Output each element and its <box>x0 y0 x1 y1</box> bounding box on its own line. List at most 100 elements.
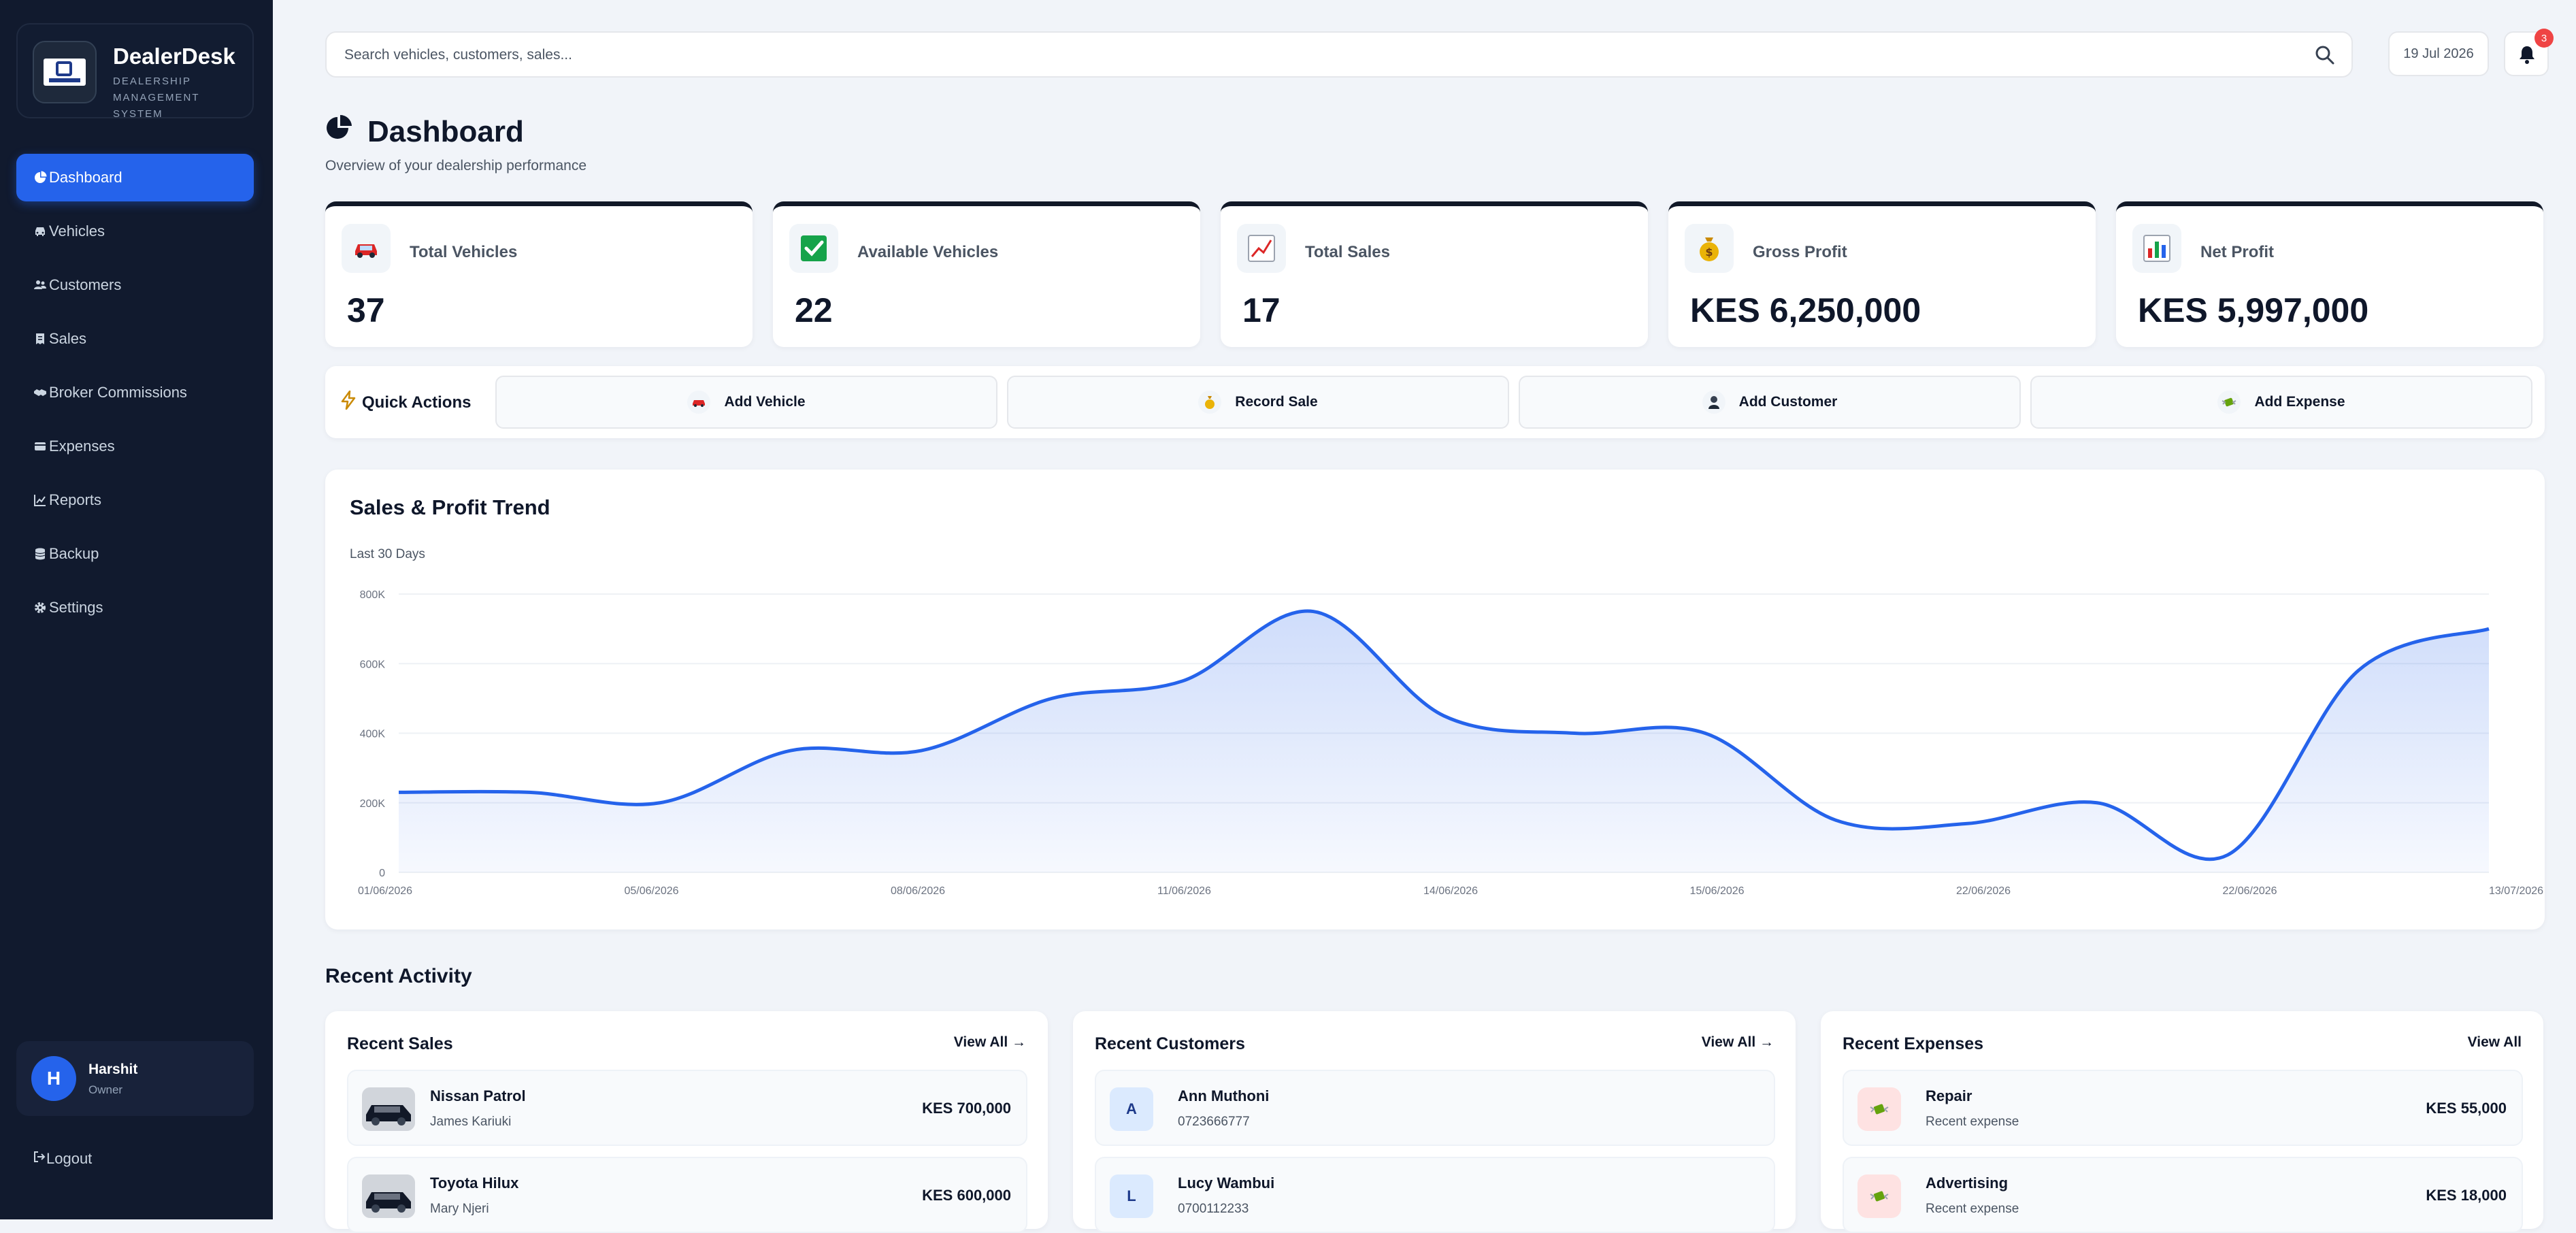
y-tick-label: 600K <box>360 659 386 670</box>
notification-badge: 3 <box>2534 29 2554 48</box>
notifications-button[interactable]: 3 <box>2504 29 2554 76</box>
sales-profit-chart: 0 200K 400K 600K 800K 01/06/2026 05/06/2026 08… <box>358 589 2543 897</box>
x-tick-label: 01/06/2026 <box>358 885 412 897</box>
stat-label: Net Profit <box>2200 243 2274 261</box>
sidebar-item-expenses[interactable]: Expenses <box>16 423 254 470</box>
x-tick-label: 11/06/2026 <box>1157 885 1211 897</box>
logout-icon <box>33 1150 46 1168</box>
money-bag-icon: $ <box>1685 224 1734 273</box>
recent-expenses-panel: Recent Expenses View All Repair Recent e… <box>1821 1011 2543 1233</box>
search-input[interactable] <box>343 42 2289 68</box>
panel-title: Recent Sales <box>347 1034 453 1053</box>
stat-card-total-sales: Total Sales 17 <box>1221 201 1648 347</box>
list-item[interactable]: Nissan Patrol James Kariuki KES 700,000 <box>347 1070 1027 1146</box>
quick-actions-label: Quick Actions <box>362 393 472 412</box>
money-wings-icon <box>1857 1087 1901 1131</box>
expense-name: Repair <box>1926 1087 1972 1104</box>
customer-phone: 0723666777 <box>1178 1115 1250 1129</box>
stat-value: 22 <box>795 291 833 329</box>
add-expense-button[interactable]: Add Expense <box>2030 376 2532 429</box>
brand-card: DealerDesk DEALERSHIP MANAGEMENT SYSTEM <box>16 23 254 120</box>
money-wings-icon <box>2217 391 2241 414</box>
sales-profit-chart-card: Sales & Profit Trend Last 30 Days 0 200K 4… <box>325 470 2545 930</box>
x-tick-label: 15/06/2026 <box>1689 885 1744 897</box>
search-icon[interactable] <box>2315 45 2335 65</box>
list-item[interactable]: Advertising Recent expense KES 18,000 <box>1843 1157 2523 1233</box>
sidebar: DealerDesk DEALERSHIP MANAGEMENT SYSTEM … <box>0 0 273 1219</box>
recent-customers-panel: Recent Customers View All → A Ann Muthon… <box>1073 1011 1796 1233</box>
x-tick-label: 13/07/2026 <box>2489 885 2543 897</box>
pie-chart-icon <box>33 170 48 185</box>
user-card[interactable]: H Harshit Owner <box>16 1041 254 1116</box>
view-all-expenses-link[interactable]: View All <box>2467 1034 2522 1050</box>
person-icon <box>1702 391 1725 414</box>
sidebar-item-label: Expenses <box>49 438 115 455</box>
sidebar-item-reports[interactable]: Reports <box>16 476 254 524</box>
stat-card-gross-profit: $ Gross Profit KES 6,250,000 <box>1668 201 2096 347</box>
view-all-sales-link[interactable]: View All → <box>953 1034 1026 1050</box>
stat-card-available-vehicles: Available Vehicles 22 <box>773 201 1200 347</box>
add-customer-button[interactable]: Add Customer <box>1519 376 2021 429</box>
database-icon <box>33 546 48 561</box>
list-item[interactable]: Repair Recent expense KES 55,000 <box>1843 1070 2523 1146</box>
sidebar-item-label: Reports <box>49 491 102 508</box>
expense-name: Advertising <box>1926 1174 2009 1191</box>
customer-initial: L <box>1110 1174 1153 1218</box>
list-item[interactable]: A Ann Muthoni 0723666777 <box>1095 1070 1775 1146</box>
record-sale-button[interactable]: Record Sale <box>1007 376 1509 429</box>
line-chart-icon <box>33 493 48 508</box>
sidebar-item-backup[interactable]: Backup <box>16 530 254 578</box>
sidebar-item-label: Sales <box>49 330 87 347</box>
quick-actions-bar: Quick Actions Add Vehicle Record Sale Ad… <box>325 366 2545 438</box>
car-icon <box>33 224 48 239</box>
sidebar-item-settings[interactable]: Settings <box>16 584 254 631</box>
sidebar-item-customers[interactable]: Customers <box>16 261 254 309</box>
sidebar-item-broker-commissions[interactable]: Broker Commissions <box>16 369 254 416</box>
y-tick-label: 400K <box>360 729 386 740</box>
sale-customer-name: James Kariuki <box>430 1115 512 1129</box>
sale-customer-name: Mary Njeri <box>430 1202 489 1216</box>
add-vehicle-button[interactable]: Add Vehicle <box>495 376 997 429</box>
x-tick-label: 05/06/2026 <box>624 885 678 897</box>
list-item[interactable]: Toyota Hilux Mary Njeri KES 600,000 <box>347 1157 1027 1233</box>
list-item[interactable]: L Lucy Wambui 0700112233 <box>1095 1157 1775 1233</box>
handshake-icon <box>33 385 48 400</box>
receipt-icon <box>33 331 48 346</box>
sidebar-item-label: Vehicles <box>49 223 105 240</box>
page-title: Dashboard <box>325 114 524 149</box>
expense-amount: KES 55,000 <box>2426 1100 2507 1117</box>
stat-label: Gross Profit <box>1753 243 1847 261</box>
sidebar-item-sales[interactable]: Sales <box>16 315 254 363</box>
wallet-icon <box>33 439 48 454</box>
chart-title: Sales & Profit Trend <box>350 495 550 519</box>
stat-card-net-profit: Net Profit KES 5,997,000 <box>2116 201 2543 347</box>
x-tick-label: 22/06/2026 <box>2222 885 2277 897</box>
check-box-icon <box>789 224 838 273</box>
customer-initial: A <box>1110 1087 1153 1131</box>
sidebar-item-vehicles[interactable]: Vehicles <box>16 208 254 255</box>
money-wings-icon <box>1857 1174 1901 1218</box>
logout-label: Logout <box>46 1150 93 1167</box>
date-display: 19 Jul 2026 <box>2388 31 2489 76</box>
trend-chart-icon <box>1237 224 1286 273</box>
user-name: Harshit <box>88 1062 138 1077</box>
quick-actions-title: Quick Actions <box>340 390 472 414</box>
recent-activity-title: Recent Activity <box>325 965 472 987</box>
avatar: H <box>31 1056 76 1101</box>
stat-value: 17 <box>1242 291 1281 329</box>
x-tick-label: 08/06/2026 <box>891 885 945 897</box>
customer-name: Lucy Wambui <box>1178 1174 1275 1191</box>
stat-value: 37 <box>347 291 385 329</box>
stat-label: Available Vehicles <box>857 243 999 261</box>
quick-action-label: Add Vehicle <box>724 394 806 410</box>
logout-button[interactable]: Logout <box>33 1150 92 1168</box>
car-emoji-icon <box>687 391 711 414</box>
view-all-customers-link[interactable]: View All → <box>1701 1034 1774 1050</box>
vehicle-thumbnail <box>362 1174 415 1218</box>
series-area <box>399 610 2489 872</box>
brand-subtitle: DEALERSHIP MANAGEMENT SYSTEM <box>113 76 200 120</box>
y-tick-label: 200K <box>360 798 386 810</box>
bar-chart-icon <box>2132 224 2181 273</box>
svg-text:$: $ <box>1705 246 1713 259</box>
sidebar-item-dashboard[interactable]: Dashboard <box>16 154 254 201</box>
